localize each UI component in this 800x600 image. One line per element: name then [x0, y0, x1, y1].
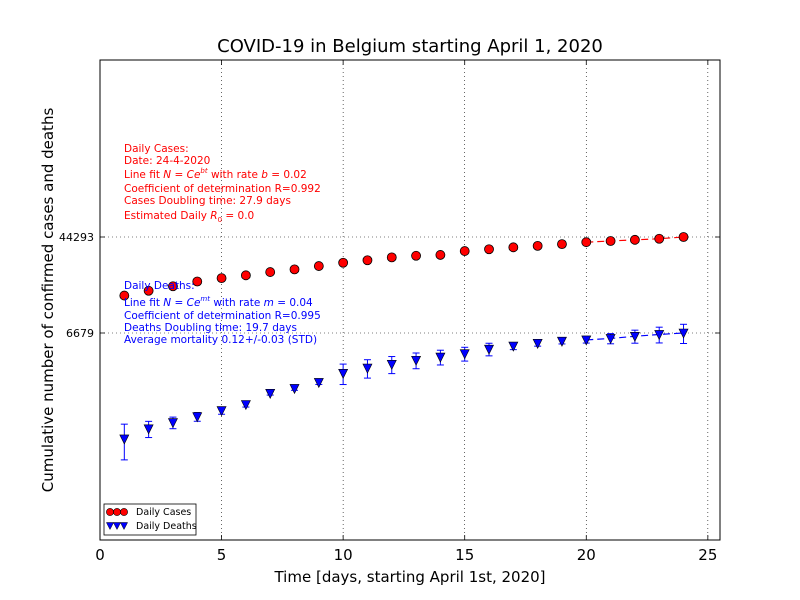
cases-point	[313, 261, 324, 271]
deaths-point	[629, 331, 640, 342]
data-markers	[119, 232, 689, 445]
deaths-annotation-line: Deaths Doubling time: 19.7 days	[124, 322, 297, 334]
deaths-point	[313, 378, 324, 389]
cases-point	[605, 236, 616, 246]
cases-annotation-line: Cases Doubling time: 27.9 days	[124, 195, 291, 207]
legend-deaths-label: Daily Deaths	[136, 521, 197, 532]
deaths-annotation-line: Average mortality 0.12+/-0.03 (STD)	[124, 334, 317, 346]
plot-area	[99, 59, 721, 541]
deaths-point	[386, 360, 397, 371]
grid	[100, 60, 720, 540]
cases-point	[119, 290, 130, 301]
legend-cases-label: Daily Cases	[136, 507, 191, 518]
deaths-point	[362, 363, 373, 374]
deaths-point	[240, 400, 251, 411]
deaths-point	[167, 418, 178, 429]
cases-annotation-line: Estimated Daily R0 = 0.0	[124, 210, 254, 224]
legend: Daily Cases Daily Deaths	[103, 503, 197, 536]
deaths-point	[678, 328, 689, 339]
deaths-annotation-line: Coefficient of determination R=0.995	[124, 310, 321, 322]
deaths-point	[289, 384, 300, 395]
y-tick-label: 6679	[66, 327, 94, 340]
legend-deaths-marker	[105, 522, 129, 531]
legend-cases-dot	[106, 508, 114, 516]
deaths-point	[411, 355, 422, 366]
legend-cases-marker	[106, 508, 128, 516]
cases-point	[168, 281, 178, 292]
cases-point	[654, 233, 665, 244]
legend-deaths-triangle	[112, 522, 122, 531]
deaths-point	[265, 389, 276, 399]
deaths-point	[459, 349, 470, 360]
deaths-point	[143, 424, 154, 435]
axis-ticks: 0 5 10 15 20 25 44293 6679	[59, 60, 720, 564]
cases-point	[240, 270, 251, 281]
cases-point	[265, 267, 276, 277]
cases-point	[532, 240, 543, 251]
deaths-point	[532, 338, 543, 349]
cases-point	[192, 276, 203, 287]
deaths-point	[581, 335, 592, 346]
chart-title: COVID-19 in Belgium starting April 1, 20…	[217, 36, 603, 57]
deaths-annotation: Daily Deaths: Line fit N = Cemt with rat…	[124, 280, 321, 346]
cases-point	[508, 242, 519, 253]
deaths-point	[216, 406, 227, 417]
cases-annotation-line: Date: 24-4-2020	[124, 155, 210, 167]
deaths-point	[605, 334, 616, 345]
cases-point	[581, 237, 592, 248]
x-tick-label: 15	[455, 546, 474, 564]
deaths-point	[338, 368, 349, 379]
cases-point	[484, 244, 494, 255]
legend-cases-dot	[120, 508, 128, 516]
x-tick-label: 10	[334, 546, 353, 564]
cases-point	[459, 246, 470, 256]
cases-point	[411, 250, 421, 261]
cases-annotation: Daily Cases: Date: 24-4-2020 Line fit N …	[124, 143, 321, 224]
x-tick-label: 5	[217, 546, 227, 564]
deaths-annotation-line: Line fit N = Cemt with rate m = 0.04	[124, 295, 313, 309]
cases-annotation-line: Coefficient of determination R=0.992	[124, 183, 321, 195]
deaths-point	[192, 412, 203, 423]
deaths-point	[508, 341, 519, 352]
deaths-point	[119, 434, 130, 445]
cases-point	[630, 234, 640, 245]
cases-annotation-line: Line fit N = Cebt with rate b = 0.02	[124, 167, 307, 181]
cases-point	[678, 232, 689, 242]
deaths-point	[484, 344, 495, 355]
deaths-point	[556, 336, 567, 347]
deaths-point	[654, 330, 665, 341]
cases-point	[289, 264, 300, 275]
cases-point	[143, 285, 154, 296]
y-axis-label: Cumulative number of confirmed cases and…	[39, 108, 57, 493]
cases-annotation-line: Daily Cases:	[124, 143, 189, 155]
x-tick-label: 20	[577, 546, 596, 564]
cases-point	[435, 250, 446, 260]
deaths-point	[435, 352, 446, 363]
x-tick-label: 0	[95, 546, 105, 564]
x-axis-label: Time [days, starting April 1st, 2020]	[273, 568, 545, 586]
cases-point	[557, 239, 567, 250]
legend-deaths-triangle	[119, 522, 129, 531]
deaths-annotation-line: Daily Deaths:	[124, 280, 195, 292]
legend-deaths-triangle	[105, 522, 115, 531]
cases-point	[362, 255, 373, 266]
cases-point	[338, 257, 349, 268]
legend-cases-dot	[113, 508, 121, 516]
x-tick-label: 25	[698, 546, 717, 564]
y-tick-label: 44293	[59, 231, 94, 244]
cases-point	[216, 273, 227, 284]
cases-point	[386, 252, 397, 263]
